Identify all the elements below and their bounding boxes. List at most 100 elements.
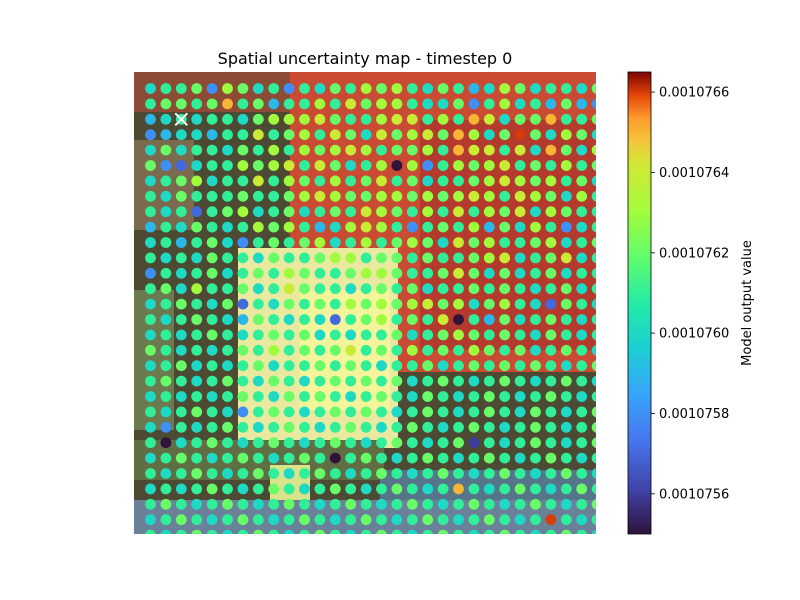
- data-point: [160, 175, 172, 187]
- data-point: [576, 421, 588, 433]
- data-point: [483, 437, 495, 449]
- data-point: [545, 221, 557, 233]
- data-point: [329, 314, 341, 325]
- data-point: [299, 129, 310, 141]
- data-point: [283, 514, 295, 526]
- data-point: [422, 498, 434, 510]
- data-point: [145, 252, 156, 264]
- data-point: [206, 237, 218, 248]
- data-point: [283, 344, 295, 356]
- data-point: [483, 267, 495, 279]
- data-point: [175, 391, 187, 402]
- data-point: [514, 175, 526, 187]
- data-point: [252, 113, 264, 125]
- data-point: [437, 314, 449, 325]
- data-point: [499, 421, 511, 433]
- data-point: [314, 514, 326, 526]
- data-point: [437, 175, 449, 187]
- data-point: [252, 190, 264, 202]
- data-point: [299, 237, 310, 248]
- data-point: [560, 483, 572, 495]
- data-point: [360, 298, 372, 310]
- data-point: [576, 344, 588, 356]
- data-point: [391, 160, 403, 171]
- data-point: [576, 113, 588, 125]
- data-point: [560, 221, 572, 233]
- data-point: [499, 113, 511, 125]
- data-point: [468, 375, 480, 387]
- data-point: [422, 437, 434, 449]
- data-point: [560, 113, 572, 125]
- data-point: [283, 329, 295, 341]
- data-point: [591, 329, 596, 341]
- data-point: [483, 452, 495, 464]
- data-point: [206, 175, 218, 187]
- data-point: [329, 498, 341, 510]
- data-point: [422, 468, 434, 479]
- data-point: [391, 406, 403, 418]
- data-point: [591, 422, 596, 433]
- data-point: [360, 498, 372, 510]
- data-point: [406, 391, 418, 402]
- highlight-x-marker: [174, 112, 189, 127]
- data-point: [576, 329, 588, 341]
- colorbar-tick-label: 0.0010764: [659, 166, 729, 181]
- data-point: [360, 406, 372, 418]
- data-point: [576, 529, 587, 534]
- data-point: [222, 252, 233, 264]
- data-point: [422, 190, 434, 202]
- data-point: [376, 329, 387, 341]
- data-point: [514, 98, 526, 110]
- data-point: [206, 468, 218, 479]
- data-point: [222, 314, 233, 325]
- data-point: [483, 391, 495, 402]
- data-point: [360, 129, 372, 141]
- data-point: [360, 360, 372, 372]
- data-point: [514, 406, 526, 418]
- data-point: [252, 129, 264, 141]
- chart-title: Spatial uncertainty map - timestep 0: [218, 49, 513, 68]
- data-point: [453, 160, 464, 171]
- data-point: [499, 283, 511, 295]
- data-point: [252, 298, 264, 310]
- data-point: [237, 360, 249, 372]
- data-point: [206, 98, 218, 110]
- data-point: [376, 206, 387, 218]
- data-point: [576, 267, 588, 279]
- data-point: [160, 498, 172, 510]
- data-point: [468, 483, 480, 495]
- data-point: [545, 406, 557, 418]
- data-point: [268, 391, 280, 402]
- data-point: [514, 129, 526, 141]
- data-point: [252, 406, 264, 418]
- data-point: [453, 452, 464, 464]
- data-point: [175, 175, 187, 187]
- data-point: [514, 529, 526, 534]
- data-point: [252, 221, 264, 233]
- data-point: [206, 129, 218, 141]
- data-point: [453, 113, 464, 125]
- data-point: [483, 298, 495, 310]
- data-point: [175, 514, 187, 526]
- data-point: [160, 252, 172, 264]
- data-point: [299, 175, 310, 187]
- data-point: [268, 298, 280, 310]
- data-point: [422, 221, 434, 233]
- data-point: [545, 190, 557, 202]
- data-point: [191, 160, 203, 171]
- data-point: [391, 360, 403, 372]
- data-point: [530, 190, 541, 202]
- data-point: [530, 267, 541, 279]
- data-point: [453, 437, 464, 449]
- data-point: [591, 144, 596, 156]
- data-point: [345, 360, 357, 372]
- data-point: [560, 375, 572, 387]
- data-point: [530, 452, 541, 464]
- data-point: [360, 283, 372, 295]
- data-point: [329, 283, 341, 295]
- data-point: [376, 190, 387, 202]
- data-point: [376, 406, 387, 418]
- data-point: [160, 83, 172, 94]
- data-point: [252, 175, 264, 187]
- data-point: [530, 283, 541, 295]
